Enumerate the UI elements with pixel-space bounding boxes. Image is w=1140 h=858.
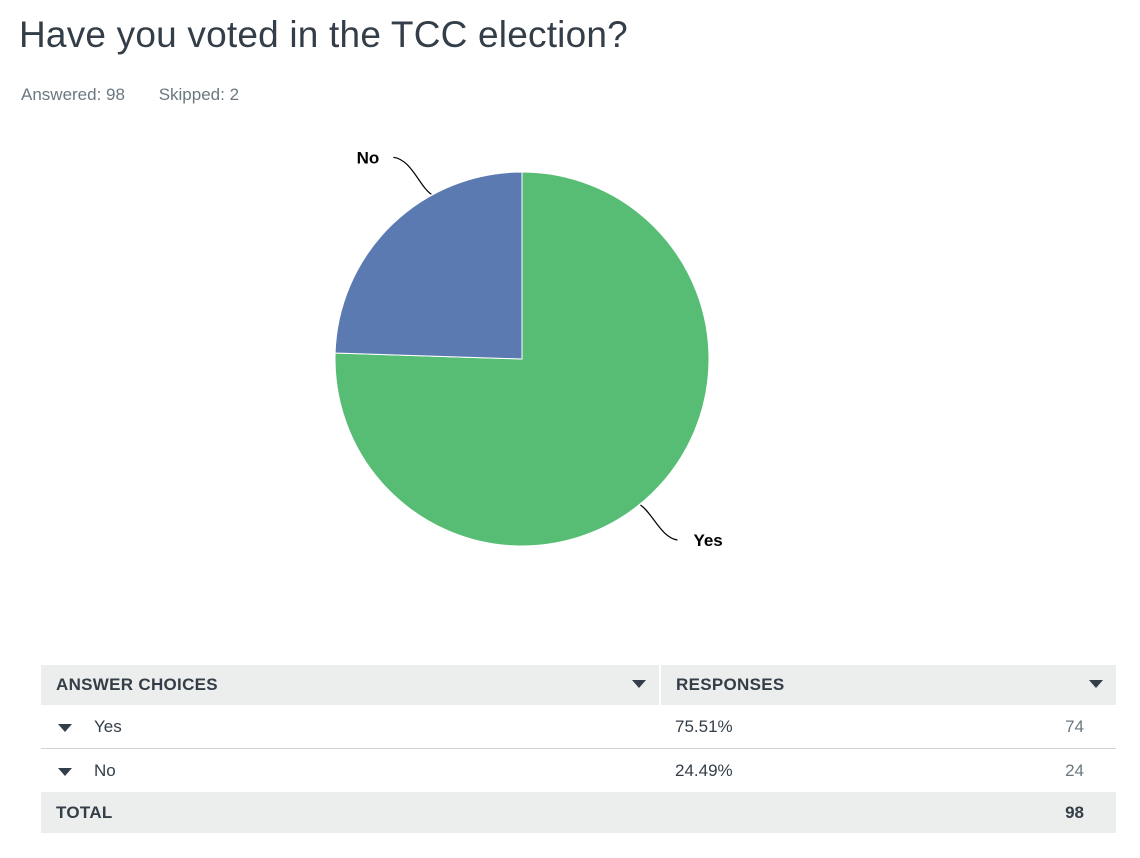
response-percent: 24.49% — [675, 760, 733, 780]
answer-choices-header[interactable]: ANSWER CHOICES — [41, 665, 661, 705]
response-count: 24 — [1065, 760, 1084, 780]
pie-label-no: No — [357, 148, 380, 167]
caret-down-icon[interactable] — [58, 724, 72, 733]
answer-choice-label: No — [94, 760, 116, 780]
total-row: TOTAL 98 — [41, 792, 1116, 833]
response-count: 74 — [1065, 716, 1084, 736]
response-cell: 24.49% 24 — [660, 748, 1116, 792]
page-title: Have you voted in the TCC election? — [19, 14, 628, 55]
pie-chart: Yes No — [334, 148, 723, 550]
responses-header[interactable]: RESPONSES — [660, 665, 1116, 705]
pie-slice-no[interactable] — [334, 171, 523, 360]
skipped-count: Skipped: 2 — [158, 85, 240, 104]
answer-choices-header-label: ANSWER CHOICES — [56, 675, 218, 694]
response-stats: Answered: 98 Skipped: 2 — [21, 85, 239, 105]
answer-choice-cell: No — [41, 748, 660, 792]
pie-chart-container: Yes No — [0, 120, 1140, 620]
chevron-down-icon[interactable] — [632, 680, 646, 688]
table-row: Yes 75.51% 74 — [41, 705, 1116, 749]
pie-label-yes: Yes — [693, 531, 722, 550]
caret-down-icon[interactable] — [58, 768, 72, 777]
answered-count: Answered: 98 — [21, 85, 125, 104]
table-header-row: ANSWER CHOICES RESPONSES — [41, 665, 1116, 705]
table-row: No 24.49% 24 — [41, 748, 1116, 792]
response-percent: 75.51% — [675, 716, 733, 736]
answer-choice-cell: Yes — [41, 705, 660, 749]
leader-line-no — [393, 156, 432, 195]
leader-line-yes — [640, 504, 678, 541]
total-value: 98 — [660, 792, 1116, 833]
total-label: TOTAL — [41, 792, 660, 833]
response-cell: 75.51% 74 — [660, 705, 1116, 749]
chevron-down-icon[interactable] — [1089, 680, 1103, 688]
results-table: ANSWER CHOICES RESPONSES Yes 75.51% 74 N… — [41, 665, 1116, 833]
responses-header-label: RESPONSES — [676, 675, 785, 694]
answer-choice-label: Yes — [94, 716, 122, 736]
